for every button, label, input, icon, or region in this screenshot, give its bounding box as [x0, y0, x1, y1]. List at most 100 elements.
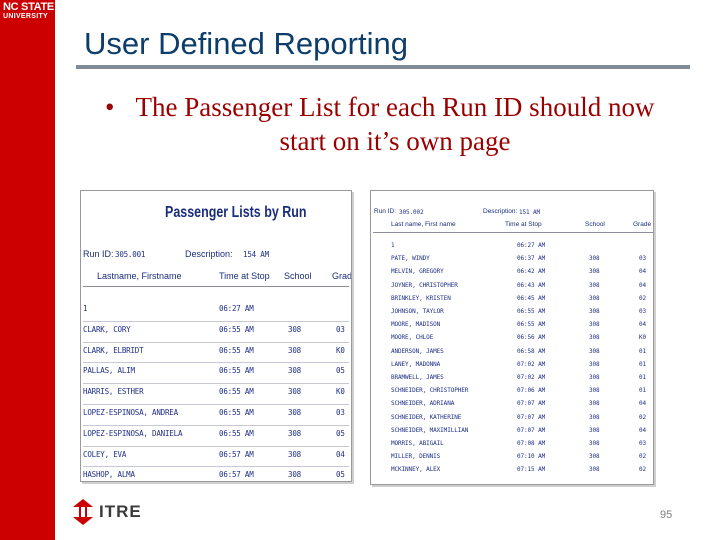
- passenger-name-cell: SCHNEIDER, CHRISTOPHER: [391, 387, 469, 395]
- school-cell: 308: [589, 347, 600, 355]
- school-cell: 308: [589, 268, 600, 276]
- passenger-name-cell: MILLER, DENNIS: [391, 453, 441, 461]
- time-cell: 06:43 AM: [517, 281, 546, 289]
- run-id-value: 305.002: [399, 209, 424, 216]
- time-cell: 07:08 AM: [517, 440, 546, 447]
- time-cell: 07:10 AM: [517, 453, 546, 461]
- passenger-name-cell: LANEY, MADONNA: [391, 360, 441, 368]
- school-cell: 308: [589, 374, 600, 381]
- school-cell: 308: [589, 294, 600, 302]
- report-title: Passenger Lists by Run: [165, 204, 307, 221]
- time-cell: 06:55 AM: [219, 324, 254, 334]
- passenger-name-cell: CLARK, CORY: [83, 324, 131, 334]
- passenger-name-cell: ANDERSON, JAMES: [391, 347, 444, 355]
- school-cell: 308: [589, 281, 600, 289]
- passenger-name-cell: 1: [391, 242, 395, 249]
- school-cell: 308: [288, 387, 301, 397]
- time-cell: 07:02 AM: [517, 374, 546, 381]
- school-cell: 308: [589, 453, 600, 461]
- header-underline: [83, 286, 349, 287]
- time-cell: 07:06 AM: [517, 387, 546, 395]
- description-label: Description:: [483, 208, 518, 215]
- run-id-label: Run ID:: [83, 249, 114, 259]
- grade-cell: 04: [639, 426, 647, 434]
- passenger-name-cell: BRAMWELL, JAMES: [391, 374, 444, 381]
- grade-cell: 05: [336, 470, 345, 480]
- time-cell: 06:55 AM: [219, 428, 254, 438]
- time-cell: 07:07 AM: [517, 426, 546, 434]
- school-cell: 308: [589, 413, 600, 421]
- grade-cell: 04: [639, 268, 647, 276]
- time-cell: 06:37 AM: [517, 255, 546, 263]
- time-cell: 06:57 AM: [219, 449, 254, 459]
- passenger-name-cell: MELVIN, GREGORY: [391, 268, 444, 276]
- title-divider: [76, 65, 690, 69]
- passenger-name-cell: BRINKLEY, KRISTEN: [391, 294, 451, 302]
- time-cell: 06:55 AM: [219, 408, 254, 417]
- grade-cell: 01: [639, 387, 647, 395]
- row-divider: [83, 341, 349, 343]
- school-cell: 308: [589, 308, 600, 315]
- time-cell: 06:55 AM: [517, 308, 546, 315]
- school-cell: 308: [288, 428, 301, 438]
- time-cell: 06:55 AM: [219, 366, 254, 376]
- passenger-name-cell: CLARK, ELBRIDT: [83, 345, 144, 355]
- time-cell: 06:56 AM: [517, 334, 546, 342]
- passenger-name-cell: MORRIS, ABIGAIL: [391, 440, 444, 447]
- slide-title: User Defined Reporting: [84, 26, 408, 61]
- grade-cell: 03: [639, 255, 647, 263]
- passenger-name-cell: JOYNER, CHRISTOPHER: [391, 281, 458, 289]
- school-cell: 308: [288, 449, 301, 459]
- column-header-school: School: [585, 221, 605, 228]
- grade-cell: 04: [336, 449, 345, 459]
- time-cell: 07:02 AM: [517, 360, 546, 368]
- passenger-name-cell: LOPEZ-ESPINOSA, DANIELA: [83, 428, 183, 438]
- school-cell: 308: [288, 345, 301, 355]
- grade-cell: K0: [336, 387, 345, 397]
- passenger-name-cell: LOPEZ-ESPINOSA, ANDREA: [83, 408, 178, 417]
- itre-logo: ITRE: [72, 499, 142, 525]
- bullet-text: The Passenger List for each Run ID shoul…: [135, 92, 655, 156]
- school-cell: 308: [288, 324, 301, 334]
- grade-cell: 03: [336, 408, 345, 417]
- row-divider: [83, 383, 349, 385]
- passenger-name-cell: JOHNSON, TAYLOR: [391, 308, 444, 315]
- grade-cell: 02: [639, 413, 647, 421]
- description-value: 154 AM: [243, 250, 269, 259]
- column-header-time: Time at Stop: [505, 221, 542, 228]
- grade-cell: 02: [639, 466, 647, 474]
- time-cell: 06:57 AM: [219, 470, 254, 480]
- time-cell: 07:07 AM: [517, 413, 546, 421]
- column-header-time: Time at Stop: [219, 271, 270, 281]
- grade-cell: K0: [336, 345, 345, 355]
- description-value: 151 AM: [519, 209, 541, 216]
- grade-cell: 01: [639, 347, 647, 355]
- school-cell: 308: [589, 360, 600, 368]
- time-cell: 06:55 AM: [517, 321, 546, 329]
- time-cell: 06:55 AM: [219, 345, 254, 355]
- row-divider: [83, 320, 349, 322]
- passenger-name-cell: HASHOP, ALMA: [83, 470, 135, 480]
- grade-cell: 02: [639, 453, 647, 461]
- school-cell: 308: [589, 334, 600, 342]
- logo-line-2: UNIVERSITY: [3, 13, 49, 20]
- time-cell: 06:27 AM: [517, 242, 546, 249]
- passenger-name-cell: PALLAS, ALIM: [83, 366, 135, 376]
- run-id-label: Run ID:: [374, 208, 397, 215]
- grade-cell: 01: [639, 374, 647, 381]
- grade-cell: 04: [639, 400, 647, 408]
- school-cell: 308: [589, 387, 600, 395]
- row-divider: [83, 424, 349, 426]
- grade-cell: K0: [639, 334, 647, 342]
- report-screenshot-run-305-002: Run ID: 305.002 Description: 151 AM Last…: [370, 190, 654, 485]
- grade-cell: 03: [336, 324, 345, 334]
- report-screenshot-run-305-001: Passenger Lists by Run Run ID: 305.001 D…: [80, 190, 352, 482]
- passenger-name-cell: SCHNEIDER, ADRIANA: [391, 400, 455, 408]
- time-cell: 07:15 AM: [517, 466, 546, 474]
- column-header-name: Lastname, Firstname: [97, 271, 182, 281]
- brand-sidebar: [0, 0, 55, 540]
- bullet-point: • The Passenger List for each Run ID sho…: [105, 90, 685, 158]
- grade-cell: 04: [639, 321, 647, 329]
- time-cell: 06:58 AM: [517, 347, 546, 355]
- school-cell: 308: [288, 470, 301, 480]
